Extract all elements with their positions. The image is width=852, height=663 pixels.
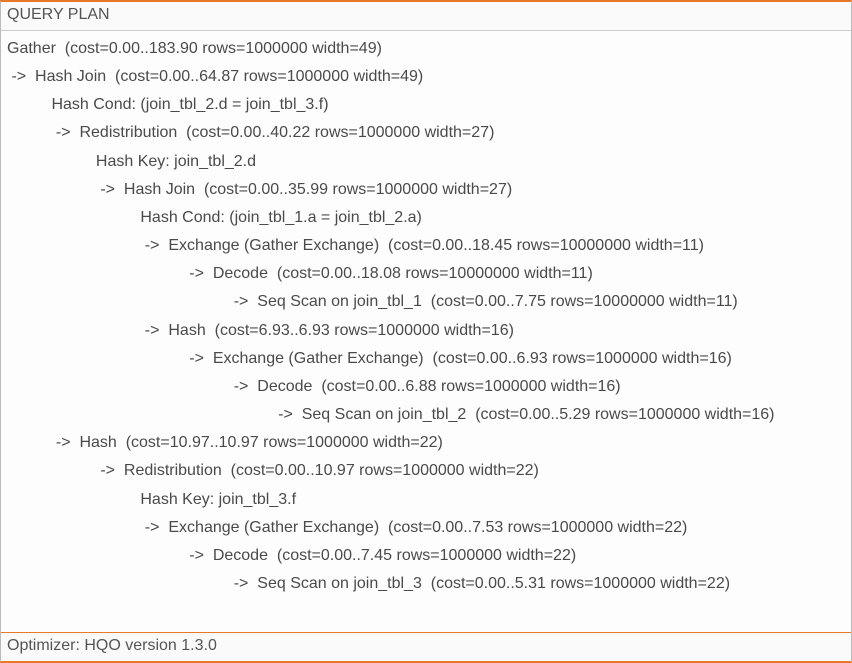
plan-line: -> Seq Scan on join_tbl_2 (cost=0.00..5.… [7,401,845,429]
plan-line: -> Exchange (Gather Exchange) (cost=0.00… [7,232,845,260]
plan-line: -> Seq Scan on join_tbl_1 (cost=0.00..7.… [7,288,845,316]
plan-line: -> Seq Scan on join_tbl_3 (cost=0.00..5.… [7,570,845,598]
plan-line: Gather (cost=0.00..183.90 rows=1000000 w… [7,35,845,63]
plan-line: -> Redistribution (cost=0.00..10.97 rows… [7,457,845,485]
plan-line: -> Hash Join (cost=0.00..64.87 rows=1000… [7,63,845,91]
column-header: QUERY PLAN [1,2,851,31]
plan-line: -> Exchange (Gather Exchange) (cost=0.00… [7,514,845,542]
query-plan-panel: QUERY PLAN Gather (cost=0.00..183.90 row… [0,0,852,663]
plan-line: Hash Key: join_tbl_3.f [7,486,845,514]
plan-line: Hash Cond: (join_tbl_2.d = join_tbl_3.f) [7,91,845,119]
plan-line: -> Redistribution (cost=0.00..40.22 rows… [7,119,845,147]
plan-line: -> Hash (cost=6.93..6.93 rows=1000000 wi… [7,317,845,345]
plan-line: -> Exchange (Gather Exchange) (cost=0.00… [7,345,845,373]
plan-line: -> Decode (cost=0.00..7.45 rows=1000000 … [7,542,845,570]
plan-line: -> Hash Join (cost=0.00..35.99 rows=1000… [7,176,845,204]
plan-line: -> Decode (cost=0.00..6.88 rows=1000000 … [7,373,845,401]
plan-body: Gather (cost=0.00..183.90 rows=1000000 w… [1,31,851,633]
plan-line: -> Hash (cost=10.97..10.97 rows=1000000 … [7,429,845,457]
plan-line: Hash Cond: (join_tbl_1.a = join_tbl_2.a) [7,204,845,232]
optimizer-footer: Optimizer: HQO version 1.3.0 [1,633,851,661]
plan-line: Hash Key: join_tbl_2.d [7,148,845,176]
plan-line: -> Decode (cost=0.00..18.08 rows=1000000… [7,260,845,288]
